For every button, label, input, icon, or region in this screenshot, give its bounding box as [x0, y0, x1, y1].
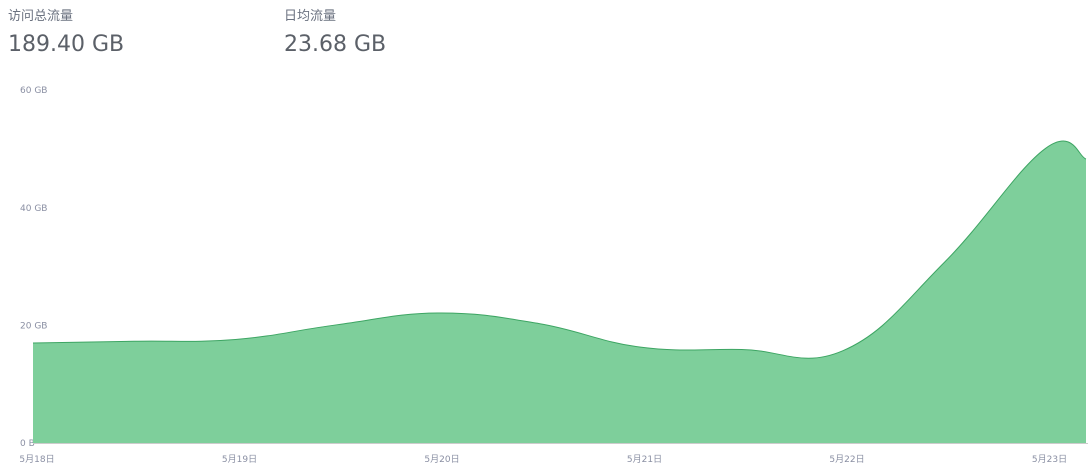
traffic-area — [33, 141, 1086, 443]
y-tick-label: 60 GB — [20, 86, 47, 96]
y-tick-label: 0 B — [20, 439, 35, 449]
y-tick-label: 20 GB — [20, 321, 47, 331]
daily-traffic-label: 日均流量 — [284, 9, 337, 24]
y-axis-labels: 0 B 20 GB 40 GB 60 GB — [20, 86, 47, 449]
daily-traffic-value: 23.68 GB — [284, 32, 387, 57]
x-tick-label: 5月18日 — [19, 454, 54, 465]
traffic-line — [32, 140, 1087, 359]
x-axis-labels: 5月18日 5月19日 5月20日 5月21日 5月22日 5月23日 — [19, 454, 1067, 465]
x-tick-label: 5月22日 — [829, 454, 864, 465]
x-tick-label: 5月19日 — [222, 454, 257, 465]
x-tick-label: 5月23日 — [1032, 454, 1067, 465]
x-tick-label: 5月21日 — [627, 454, 662, 465]
y-tick-label: 40 GB — [20, 204, 47, 214]
daily-traffic-stat: 日均流量 23.68 GB — [284, 8, 386, 59]
total-traffic-stat: 访问总流量 189.40 GB — [8, 8, 124, 59]
total-traffic-label: 访问总流量 — [8, 9, 74, 24]
total-traffic-value: 189.40 GB — [8, 32, 125, 57]
x-tick-label: 5月20日 — [424, 454, 459, 465]
